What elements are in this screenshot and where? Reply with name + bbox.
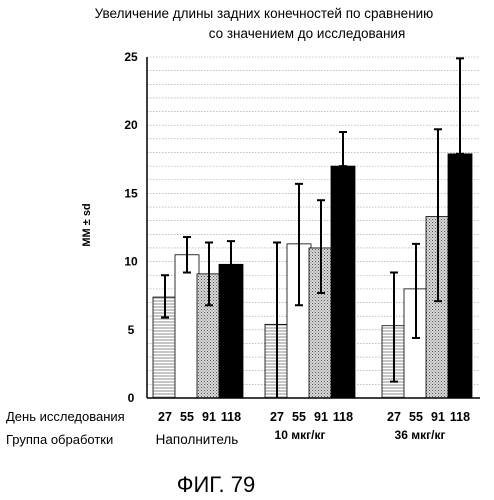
day-tick-label: 27 [158, 410, 172, 424]
figure-caption: ФИГ. 79 [177, 472, 255, 497]
day-tick-label: 118 [333, 410, 353, 424]
group-label: 36 мкг/кг [395, 428, 446, 442]
day-tick-label: 27 [387, 410, 401, 424]
day-tick-label: 91 [431, 410, 445, 424]
group-row-label: Группа обработки [6, 432, 113, 447]
y-tick-label: 20 [124, 118, 138, 132]
group-label: 10 мкг/кг [275, 428, 326, 442]
day-tick-label: 27 [270, 410, 284, 424]
group-labels: Наполнитель 10 мкг/кг 36 мкг/кг [156, 428, 446, 447]
bar [175, 255, 199, 398]
y-tick-labels: 0 5 10 15 20 25 [124, 50, 138, 405]
day-row-label: День исследования [6, 409, 125, 424]
bars-layer [153, 154, 472, 398]
bar [331, 166, 355, 398]
y-tick-label: 15 [124, 186, 138, 200]
day-tick-label: 118 [221, 410, 241, 424]
day-tick-label: 55 [409, 410, 423, 424]
group-label: Наполнитель [156, 432, 239, 447]
chart-title-line-1: Увеличение длины задних конечностей по с… [95, 6, 434, 21]
day-tick-labels: 27 55 91 118 27 55 91 118 27 55 91 118 [158, 410, 470, 424]
chart-title-line-2: со значением до исследования [209, 26, 406, 41]
day-tick-label: 55 [180, 410, 194, 424]
y-tick-label: 25 [124, 50, 138, 64]
day-tick-label: 118 [450, 410, 470, 424]
bar [448, 154, 472, 398]
day-tick-label: 91 [314, 410, 328, 424]
day-tick-label: 91 [202, 410, 216, 424]
y-tick-label: 0 [128, 391, 135, 405]
day-tick-label: 55 [292, 410, 306, 424]
y-tick-label: 5 [128, 323, 135, 337]
y-tick-label: 10 [124, 255, 138, 269]
y-axis-label: ММ ± sd [81, 203, 93, 246]
